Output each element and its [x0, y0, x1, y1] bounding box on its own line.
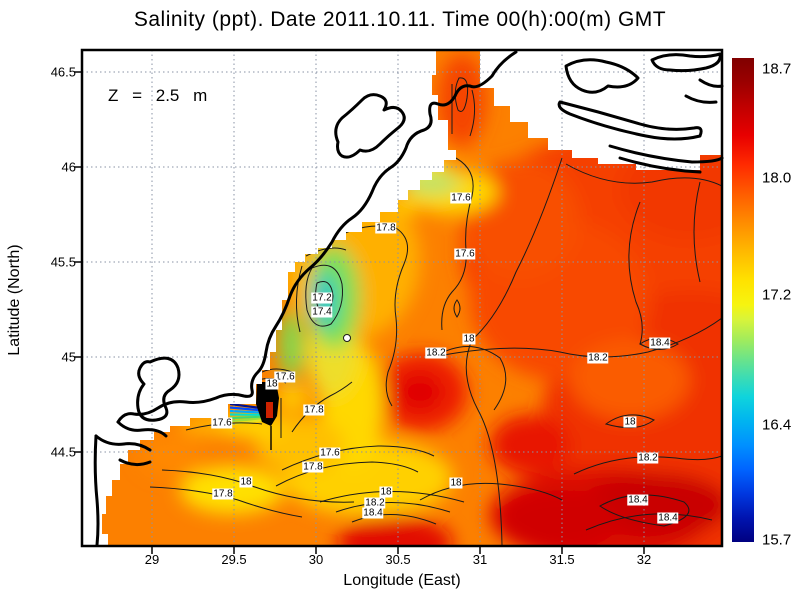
contour-label: 18.4 [649, 337, 671, 349]
y-tick-label: 44.5 [50, 444, 76, 460]
y-tick-label: 45 [61, 349, 76, 365]
contour-label: 17.6 [319, 447, 341, 459]
contour-label: 18 [462, 333, 476, 345]
colorbar [732, 58, 754, 542]
colorbar-tick-label: 18.0 [762, 169, 792, 187]
figure-title: Salinity (ppt). Date 2011.10.11. Time 00… [133, 8, 667, 31]
colorbar-tick-label: 15.7 [762, 531, 792, 549]
y-tick-label: 46 [61, 159, 76, 175]
plot-border [80, 48, 724, 548]
river-plume [229, 382, 279, 450]
x-tick-label: 29 [144, 552, 160, 567]
contour-label: 17.2 [311, 292, 333, 304]
contour-label: 17.6 [274, 371, 296, 383]
x-tick-label: 32 [636, 552, 652, 567]
depth-annotation: Z = 2.5 m [108, 86, 208, 105]
contour-label: 17.6 [454, 248, 476, 260]
contour-label: 18.4 [627, 494, 649, 506]
x-tick-label: 31 [472, 552, 488, 567]
contour-label: 17.6 [211, 417, 233, 429]
x-axis-title: Longitude (East) [343, 572, 461, 589]
y-axis-title: Latitude (North) [6, 244, 23, 356]
contour-label: 17.8 [303, 404, 325, 416]
contour-label: 17.8 [375, 222, 397, 234]
contour-label: 18.2 [637, 452, 659, 464]
y-tick-label: 45.5 [50, 254, 76, 270]
contour-label: 17.8 [212, 488, 234, 500]
contour-label: 18 [449, 477, 463, 489]
colorbar-tick-label: 16.4 [762, 416, 792, 434]
contour-label: 17.8 [302, 461, 324, 473]
coastline [93, 50, 724, 547]
contour-label: 18 [265, 378, 279, 390]
contour-label: 18 [239, 476, 253, 488]
axis-tick-marks [74, 71, 645, 554]
contour-label: 18 [379, 486, 393, 498]
y-tick-label: 46.5 [50, 64, 76, 80]
contour-label: 17.6 [450, 192, 472, 204]
contour-label: 18 [623, 416, 637, 428]
contour-label: 18.2 [425, 347, 447, 359]
contour-label: 17.4 [311, 306, 333, 318]
contour-lines [149, 77, 722, 546]
contour-label: 18.4 [362, 507, 384, 519]
colorbar-tick-label: 17.2 [762, 286, 792, 304]
x-tick-label: 29.5 [221, 552, 247, 567]
contour-label: 18.2 [587, 352, 609, 364]
colorbar-tick-label: 18.7 [762, 60, 792, 78]
x-tick-label: 30 [308, 552, 324, 567]
contour-label: 18.2 [364, 497, 386, 509]
x-tick-label: 31.5 [549, 552, 575, 567]
contour-label: 18.4 [657, 512, 679, 524]
x-tick-label: 30.5 [385, 552, 411, 567]
